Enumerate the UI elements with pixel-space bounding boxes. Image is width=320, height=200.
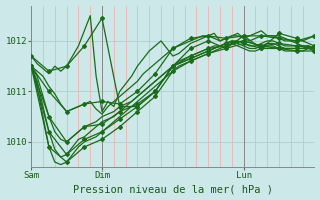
X-axis label: Pression niveau de la mer( hPa ): Pression niveau de la mer( hPa )	[73, 184, 273, 194]
